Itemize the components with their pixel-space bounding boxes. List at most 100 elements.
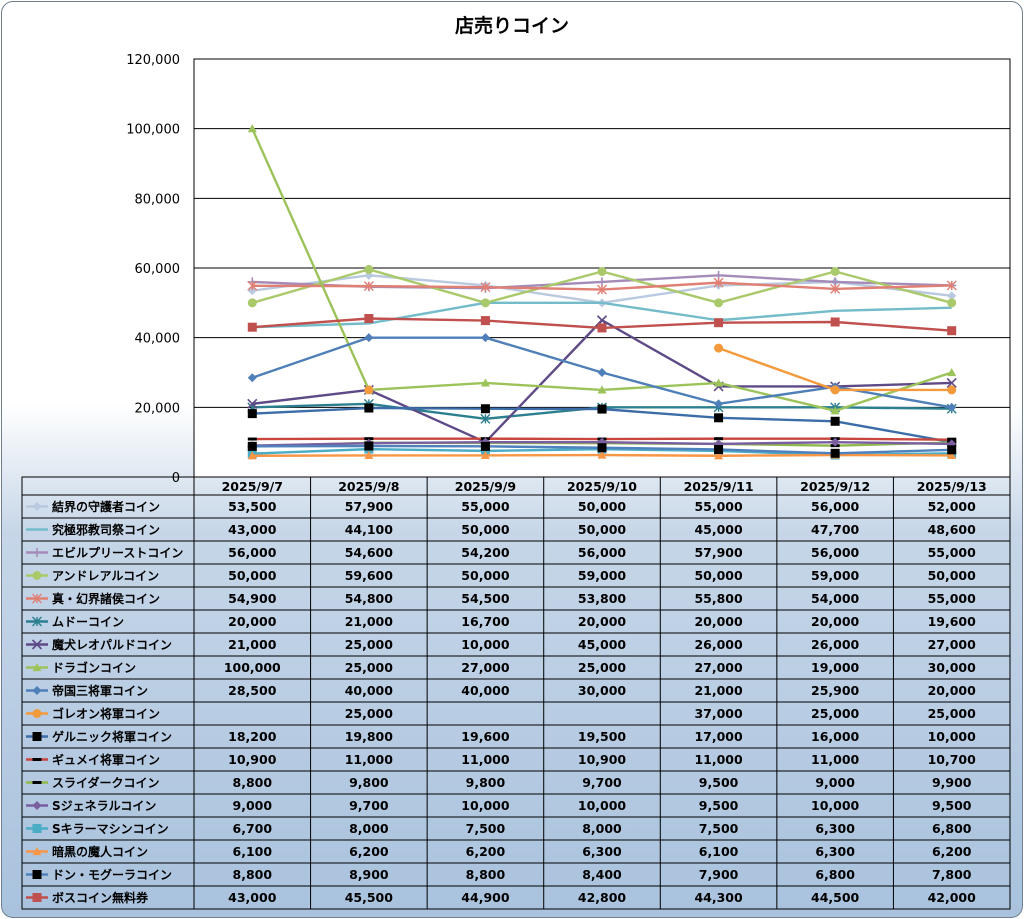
data-point (714, 343, 724, 353)
data-label: 57,900 (345, 499, 394, 514)
series-line (252, 301, 952, 329)
data-label: 8,800 (233, 775, 273, 790)
data-point (830, 448, 840, 458)
data-label: 21,000 (694, 683, 743, 698)
legend-series-name: アンドレアルコイン (52, 569, 159, 583)
data-label: 8,800 (233, 867, 273, 882)
data-label: 50,000 (461, 568, 510, 583)
data-label: 10,000 (928, 729, 977, 744)
data-label: 55,000 (928, 545, 977, 560)
legend-key-marker (32, 502, 42, 511)
data-point (480, 446, 490, 456)
x-tick-label: 2025/9/12 (800, 479, 870, 494)
data-point (364, 314, 374, 324)
data-point (364, 264, 374, 274)
data-point (480, 413, 491, 424)
legend-series-name: ギュメイ将軍コイン (52, 752, 160, 767)
data-point (830, 317, 840, 327)
data-label: 6,300 (815, 844, 855, 859)
legend-series-name: 帝国三将軍コイン (52, 683, 148, 698)
data-label: 16,000 (811, 729, 860, 744)
legend-key-marker (32, 870, 42, 879)
data-label: 50,000 (694, 568, 743, 583)
data-label: 43,000 (228, 890, 277, 905)
data-label: 48,600 (928, 522, 977, 537)
data-point (364, 385, 374, 395)
data-label: 50,000 (461, 522, 510, 537)
data-label: 20,000 (694, 614, 743, 629)
data-label: 10,900 (578, 752, 627, 767)
data-point (830, 437, 840, 447)
data-point (247, 322, 257, 332)
legend-series-name: 真・幻界諸侯コイン (52, 591, 160, 606)
data-point (247, 409, 257, 419)
data-point (714, 399, 724, 409)
legend-key-marker (32, 593, 42, 604)
data-point (364, 450, 374, 460)
data-point (714, 378, 724, 387)
legend-series-name: ゴレオン将軍コイン (52, 706, 160, 721)
data-label: 45,000 (578, 637, 627, 652)
data-point (830, 385, 840, 395)
data-label: 7,800 (932, 867, 972, 882)
data-point (597, 277, 607, 287)
data-label: 9,500 (699, 798, 739, 813)
data-label: 25,000 (928, 706, 977, 721)
data-label: 19,600 (461, 729, 510, 744)
data-point (247, 280, 258, 291)
data-point (830, 283, 841, 294)
data-point (714, 318, 724, 328)
data-point (597, 368, 607, 377)
chart-title: 店売りコイン (454, 15, 569, 37)
data-label: 9,700 (582, 775, 622, 790)
data-point (830, 416, 840, 426)
data-label: 10,900 (228, 752, 277, 767)
data-label: 6,800 (815, 867, 855, 882)
data-point (480, 298, 490, 308)
data-point (714, 451, 724, 460)
data-label: 42,800 (578, 890, 627, 905)
data-label: 55,800 (694, 591, 743, 606)
legend-key-marker (32, 732, 42, 741)
data-label: 47,700 (811, 522, 860, 537)
data-label: 10,000 (461, 637, 510, 652)
x-tick-label: 2025/9/13 (917, 479, 987, 494)
data-point (597, 385, 607, 394)
data-label: 6,700 (233, 821, 273, 836)
legend-key-marker (32, 709, 42, 718)
data-label: 9,000 (815, 775, 855, 790)
data-label: 59,600 (345, 568, 394, 583)
data-point (363, 281, 374, 292)
data-point (947, 385, 957, 395)
data-label: 10,000 (461, 798, 510, 813)
data-label: 20,000 (811, 614, 860, 629)
legend-series-name: ムドーコイン (52, 615, 124, 629)
data-point (480, 404, 490, 414)
data-label: 54,900 (228, 591, 277, 606)
data-label: 19,800 (345, 729, 394, 744)
data-label: 45,500 (345, 890, 394, 905)
data-point (830, 406, 840, 415)
data-label: 7,500 (699, 821, 739, 836)
data-label: 54,000 (811, 591, 860, 606)
data-label: 27,000 (694, 660, 743, 675)
data-label: 6,800 (932, 821, 972, 836)
data-label: 10,700 (928, 752, 977, 767)
data-label: 30,000 (928, 660, 977, 675)
data-point (830, 266, 840, 276)
data-point (247, 437, 257, 441)
data-label: 54,600 (345, 545, 394, 560)
data-label: 55,000 (461, 499, 510, 514)
legend-series-name: ドラゴンコイン (52, 660, 136, 675)
data-label: 56,000 (811, 499, 860, 514)
data-point (597, 284, 607, 295)
data-label: 26,000 (694, 637, 743, 652)
data-point (947, 445, 957, 455)
x-tick-label: 2025/9/11 (684, 479, 754, 494)
legend-series-name: エビルプリーストコイン (52, 545, 183, 560)
legend-key-marker (32, 686, 42, 695)
data-point (364, 441, 374, 451)
data-label: 9,500 (699, 775, 739, 790)
data-label: 25,000 (345, 660, 394, 675)
data-label: 28,500 (228, 683, 277, 698)
